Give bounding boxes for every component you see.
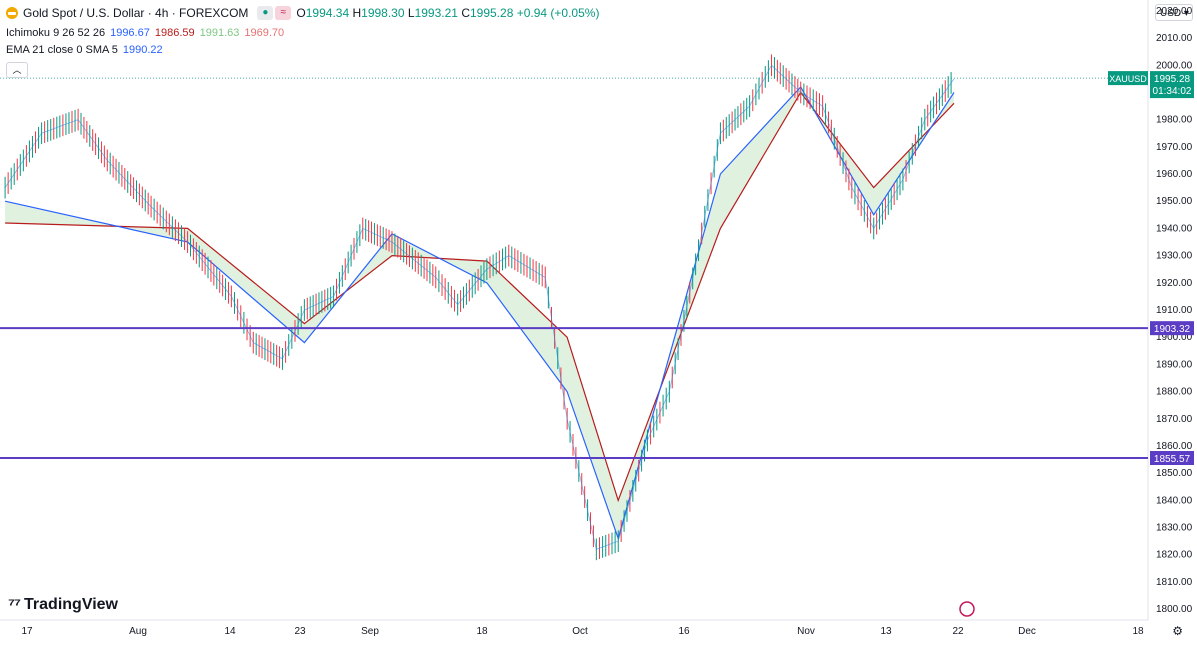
tradingview-mark-icon: ⁷⁷ (8, 595, 21, 614)
ichimoku-legend[interactable]: Ichimoku 9 26 52 26 1996.67 1986.59 1991… (6, 27, 284, 39)
last-price-tag (1150, 71, 1194, 99)
x-tick-label: 17 (21, 626, 33, 637)
x-tick-label: 14 (224, 626, 236, 637)
x-tick-label: 16 (678, 626, 690, 637)
symbol-tag (1108, 71, 1148, 86)
y-tick-label: 2010.00 (1156, 33, 1193, 44)
market-open-icon[interactable]: ● (257, 6, 274, 20)
x-tick-label: Aug (129, 626, 147, 637)
tradingview-logo[interactable]: ⁷⁷ TradingView (8, 595, 118, 615)
currency-selector[interactable]: USD ▾ (1155, 4, 1193, 21)
y-tick-label: 1930.00 (1156, 251, 1193, 262)
tradingview-wordmark: TradingView (24, 596, 118, 613)
event-lightning-icon[interactable] (959, 601, 975, 617)
ema-legend[interactable]: EMA 21 close 0 SMA 5 1990.22 (6, 44, 163, 56)
y-tick-label: 1880.00 (1156, 387, 1193, 398)
ichimoku-conversion-line (4, 85, 955, 541)
y-tick-label: 1820.00 (1156, 550, 1193, 561)
x-tick-label: Sep (361, 626, 379, 637)
ema-value: 1990.22 (122, 44, 163, 56)
symbol-title[interactable]: Gold Spot / U.S. Dollar · 4h · FOREXCOM (23, 6, 249, 20)
symbol-header: Gold Spot / U.S. Dollar · 4h · FOREXCOM … (6, 6, 599, 20)
y-tick-label: 1850.00 (1156, 468, 1193, 479)
legend-collapse[interactable]: ︿ (6, 62, 28, 78)
ichimoku-base-value: 1986.59 (154, 27, 195, 39)
y-tick-label: 1970.00 (1156, 142, 1193, 153)
x-tick-label: 18 (1132, 626, 1144, 637)
y-tick-label: 1940.00 (1156, 223, 1193, 234)
symbol-tag-label: XAUUSD (1109, 74, 1147, 84)
y-tick-label: 2020.00 (1156, 6, 1193, 17)
last-price-label: 1995.28 (1154, 74, 1191, 85)
y-tick-label: 1810.00 (1156, 577, 1193, 588)
y-tick-label: 1890.00 (1156, 359, 1193, 370)
delayed-data-icon[interactable]: ≈ (275, 6, 292, 20)
x-tick-label: Dec (1018, 626, 1036, 637)
ichimoku-conversion-value: 1996.67 (110, 27, 150, 39)
price-line (4, 64, 955, 550)
y-tick-label: 1980.00 (1156, 115, 1193, 126)
y-tick-label: 1830.00 (1156, 523, 1193, 534)
x-tick-label: 13 (880, 626, 892, 637)
y-tick-label: 1950.00 (1156, 196, 1193, 207)
y-tick-label: 1910.00 (1156, 305, 1193, 316)
hline-price-label: 1903.32 (1154, 324, 1191, 335)
x-tick-label: 23 (294, 626, 306, 637)
ema-label: EMA 21 close 0 SMA 5 (6, 44, 118, 56)
ichimoku-spanB-value: 1969.70 (244, 27, 285, 39)
ichimoku-label: Ichimoku 9 26 52 26 (6, 27, 106, 39)
chevron-up-icon[interactable]: ︿ (6, 62, 28, 78)
y-tick-label: 1900.00 (1156, 332, 1193, 343)
ichimoku-cloud (5, 87, 955, 539)
x-tick-label: 18 (476, 626, 488, 637)
y-tick-label: 2000.00 (1156, 60, 1193, 71)
settings-icon[interactable]: ⚙ (1172, 624, 1183, 638)
y-tick-label: 1860.00 (1156, 441, 1193, 452)
y-tick-label: 1960.00 (1156, 169, 1193, 180)
ohlc-values: O1994.34 H1998.30 L1993.21 C1995.28 +0.9… (296, 6, 600, 20)
y-tick-label: 1920.00 (1156, 278, 1193, 289)
y-tick-label: 1800.00 (1156, 604, 1193, 615)
x-tick-label: Oct (572, 626, 588, 637)
ichimoku-base-line (5, 91, 955, 503)
hline-price-tag (1150, 451, 1194, 466)
y-tick-label: 1870.00 (1156, 414, 1193, 425)
countdown-label: 01:34:02 (1153, 86, 1192, 97)
x-tick-label: Nov (797, 626, 815, 637)
hline-price-label: 1855.57 (1154, 454, 1191, 465)
market-status-pill[interactable]: ● ≈ (257, 6, 292, 20)
gold-coin-icon (6, 7, 18, 19)
y-tick-label: 1840.00 (1156, 495, 1193, 506)
ichimoku-spanA-value: 1991.63 (199, 27, 240, 39)
hline-price-tag (1150, 321, 1194, 336)
x-tick-label: 22 (952, 626, 964, 637)
